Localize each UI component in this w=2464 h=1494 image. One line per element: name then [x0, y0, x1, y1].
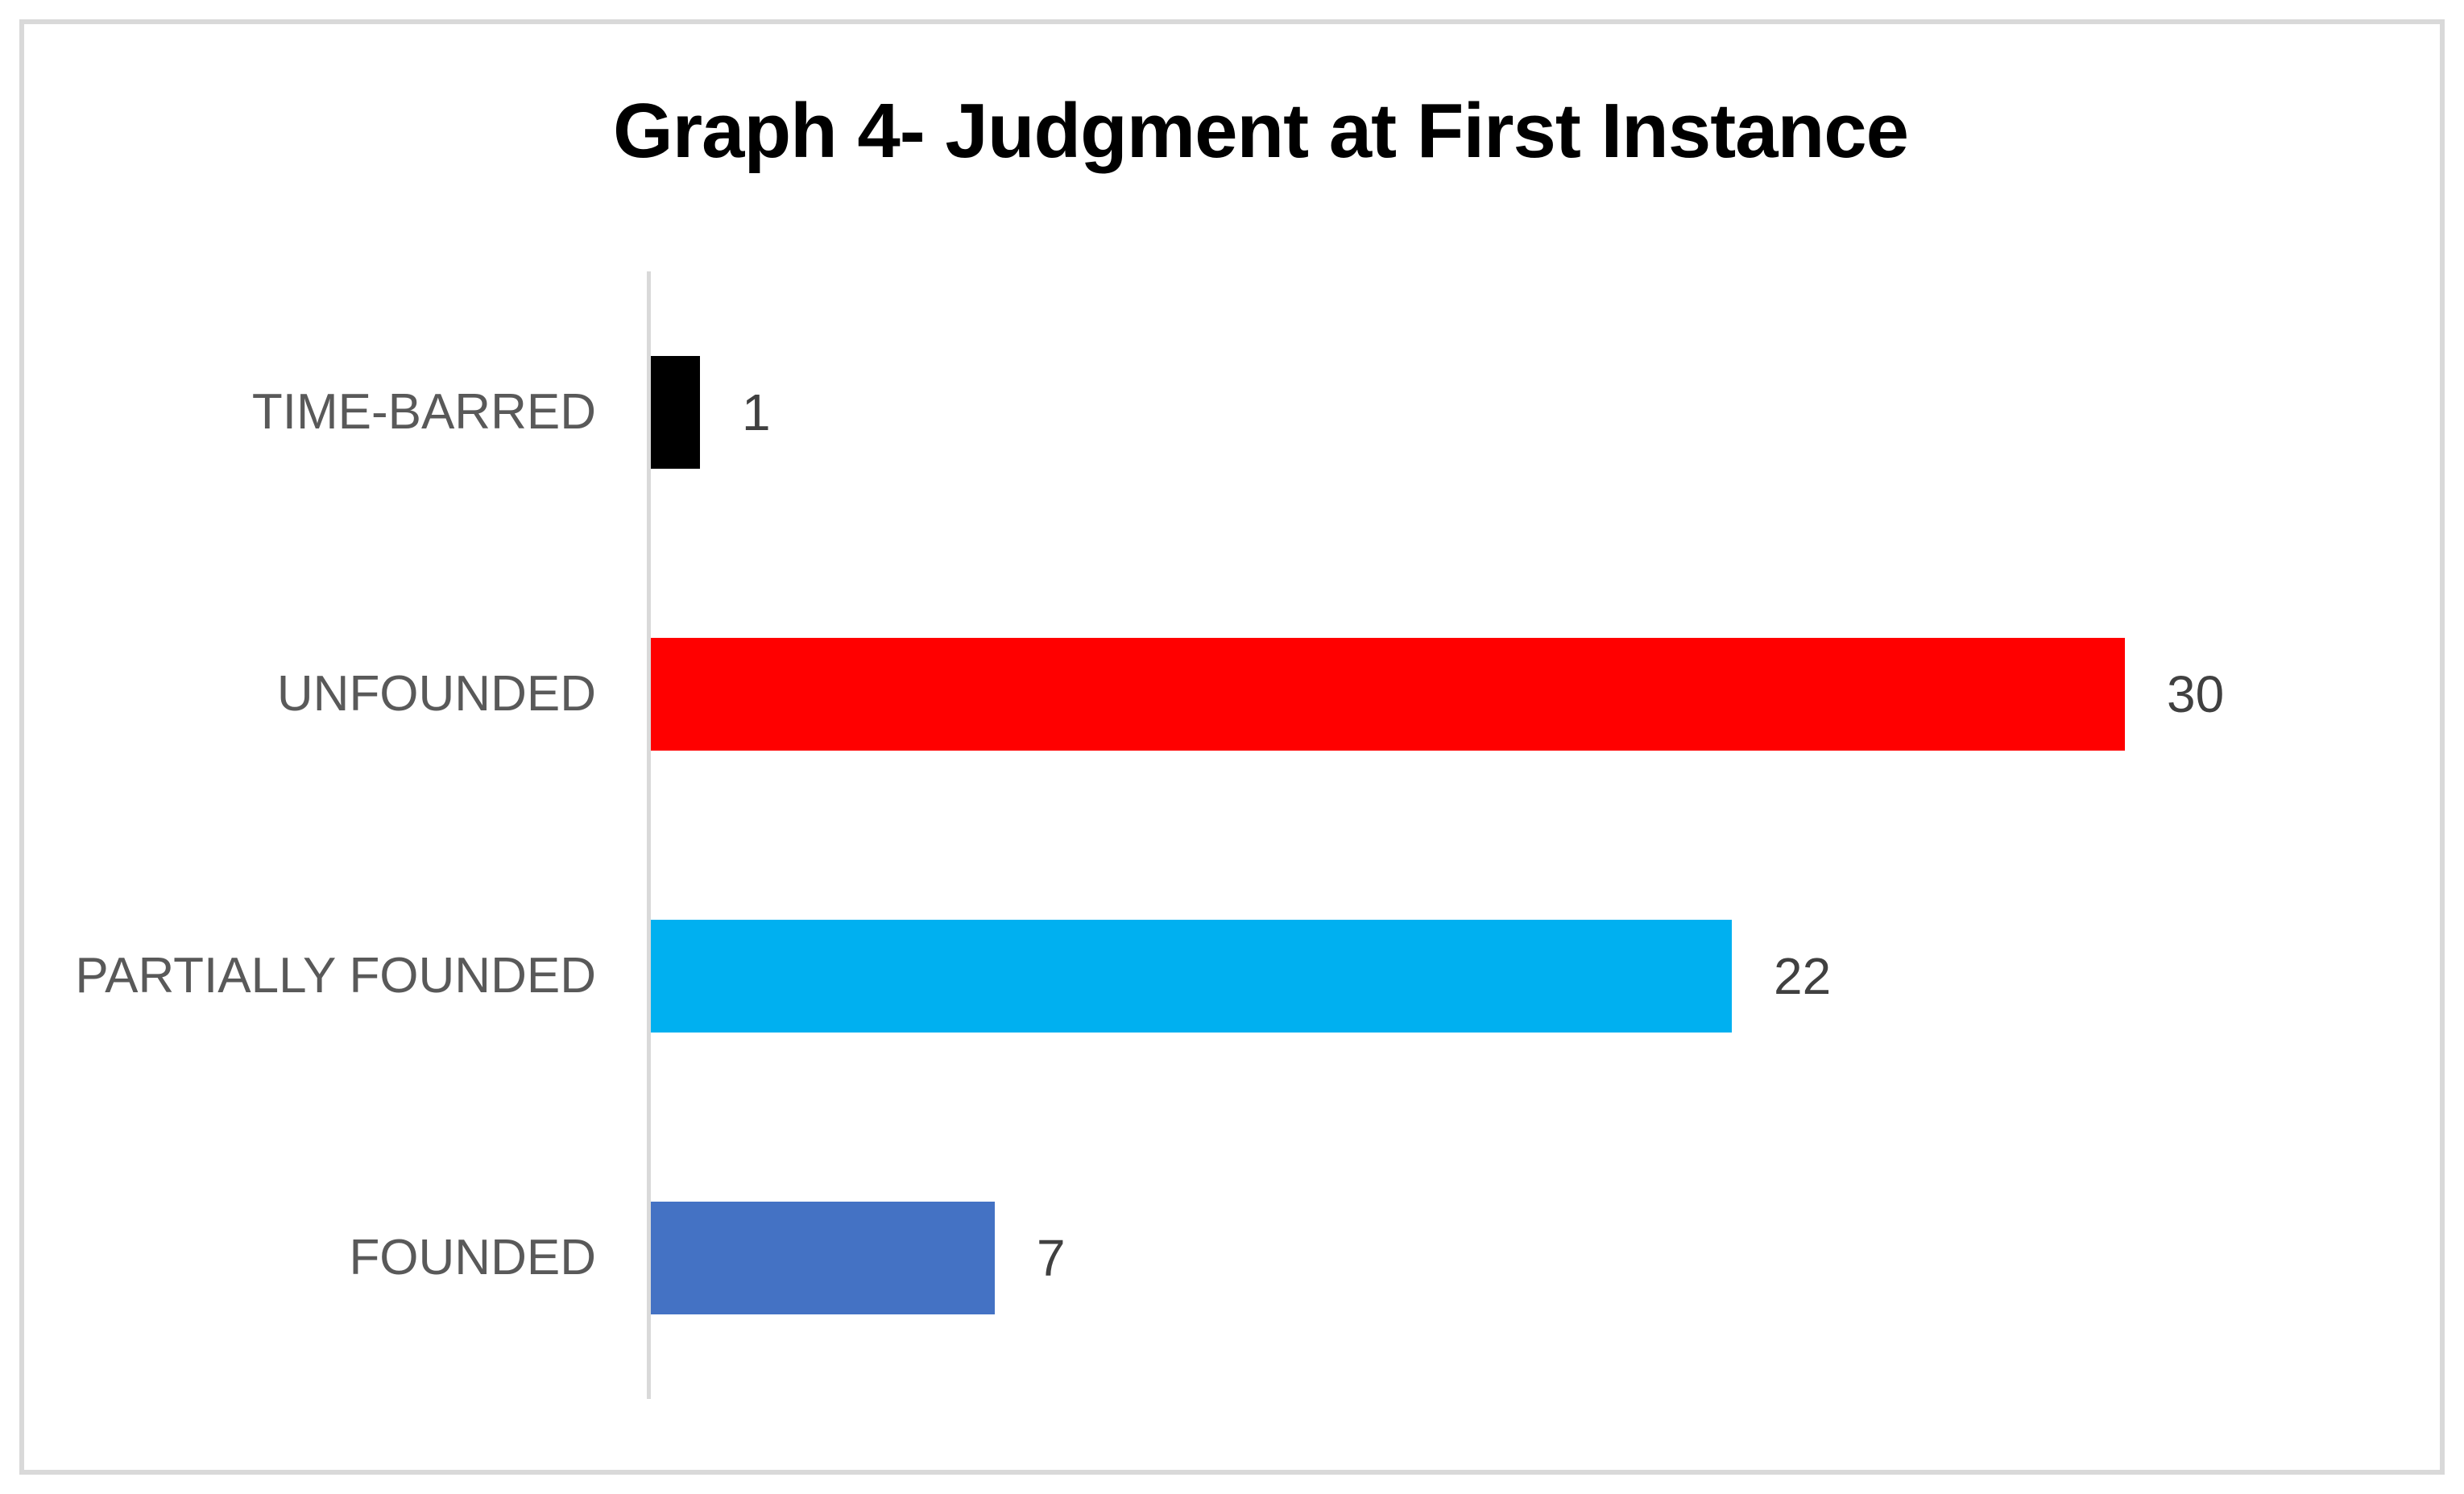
- bar-time-barred: [651, 356, 700, 469]
- y-axis-line: [647, 271, 651, 1399]
- chart-title: Graph 4- Judgment at First Instance: [613, 88, 1909, 174]
- value-label-unfounded: 30: [2167, 665, 2225, 723]
- bar-unfounded: [651, 638, 2125, 751]
- value-label-founded: 7: [1037, 1229, 1066, 1287]
- category-label-time-barred: TIME-BARRED: [251, 384, 596, 440]
- chart-row-partially-founded: PARTIALLY FOUNDED 22: [0, 835, 2464, 1117]
- chart-row-founded: FOUNDED 7: [0, 1117, 2464, 1399]
- category-label-founded: FOUNDED: [349, 1230, 596, 1285]
- chart-row-time-barred: TIME-BARRED 1: [0, 271, 2464, 553]
- category-label-unfounded: UNFOUNDED: [276, 666, 596, 722]
- bar-founded: [651, 1202, 995, 1314]
- value-label-time-barred: 1: [742, 383, 771, 441]
- category-label-partially-founded: PARTIALLY FOUNDED: [75, 948, 596, 1004]
- value-label-partially-founded: 22: [1774, 947, 1832, 1005]
- bar-partially-founded: [651, 920, 1732, 1033]
- plot-area: TIME-BARRED 1 UNFOUNDED 30 PARTIALLY FOUNDED…: [0, 271, 2464, 1399]
- chart-row-unfounded: UNFOUNDED 30: [0, 553, 2464, 835]
